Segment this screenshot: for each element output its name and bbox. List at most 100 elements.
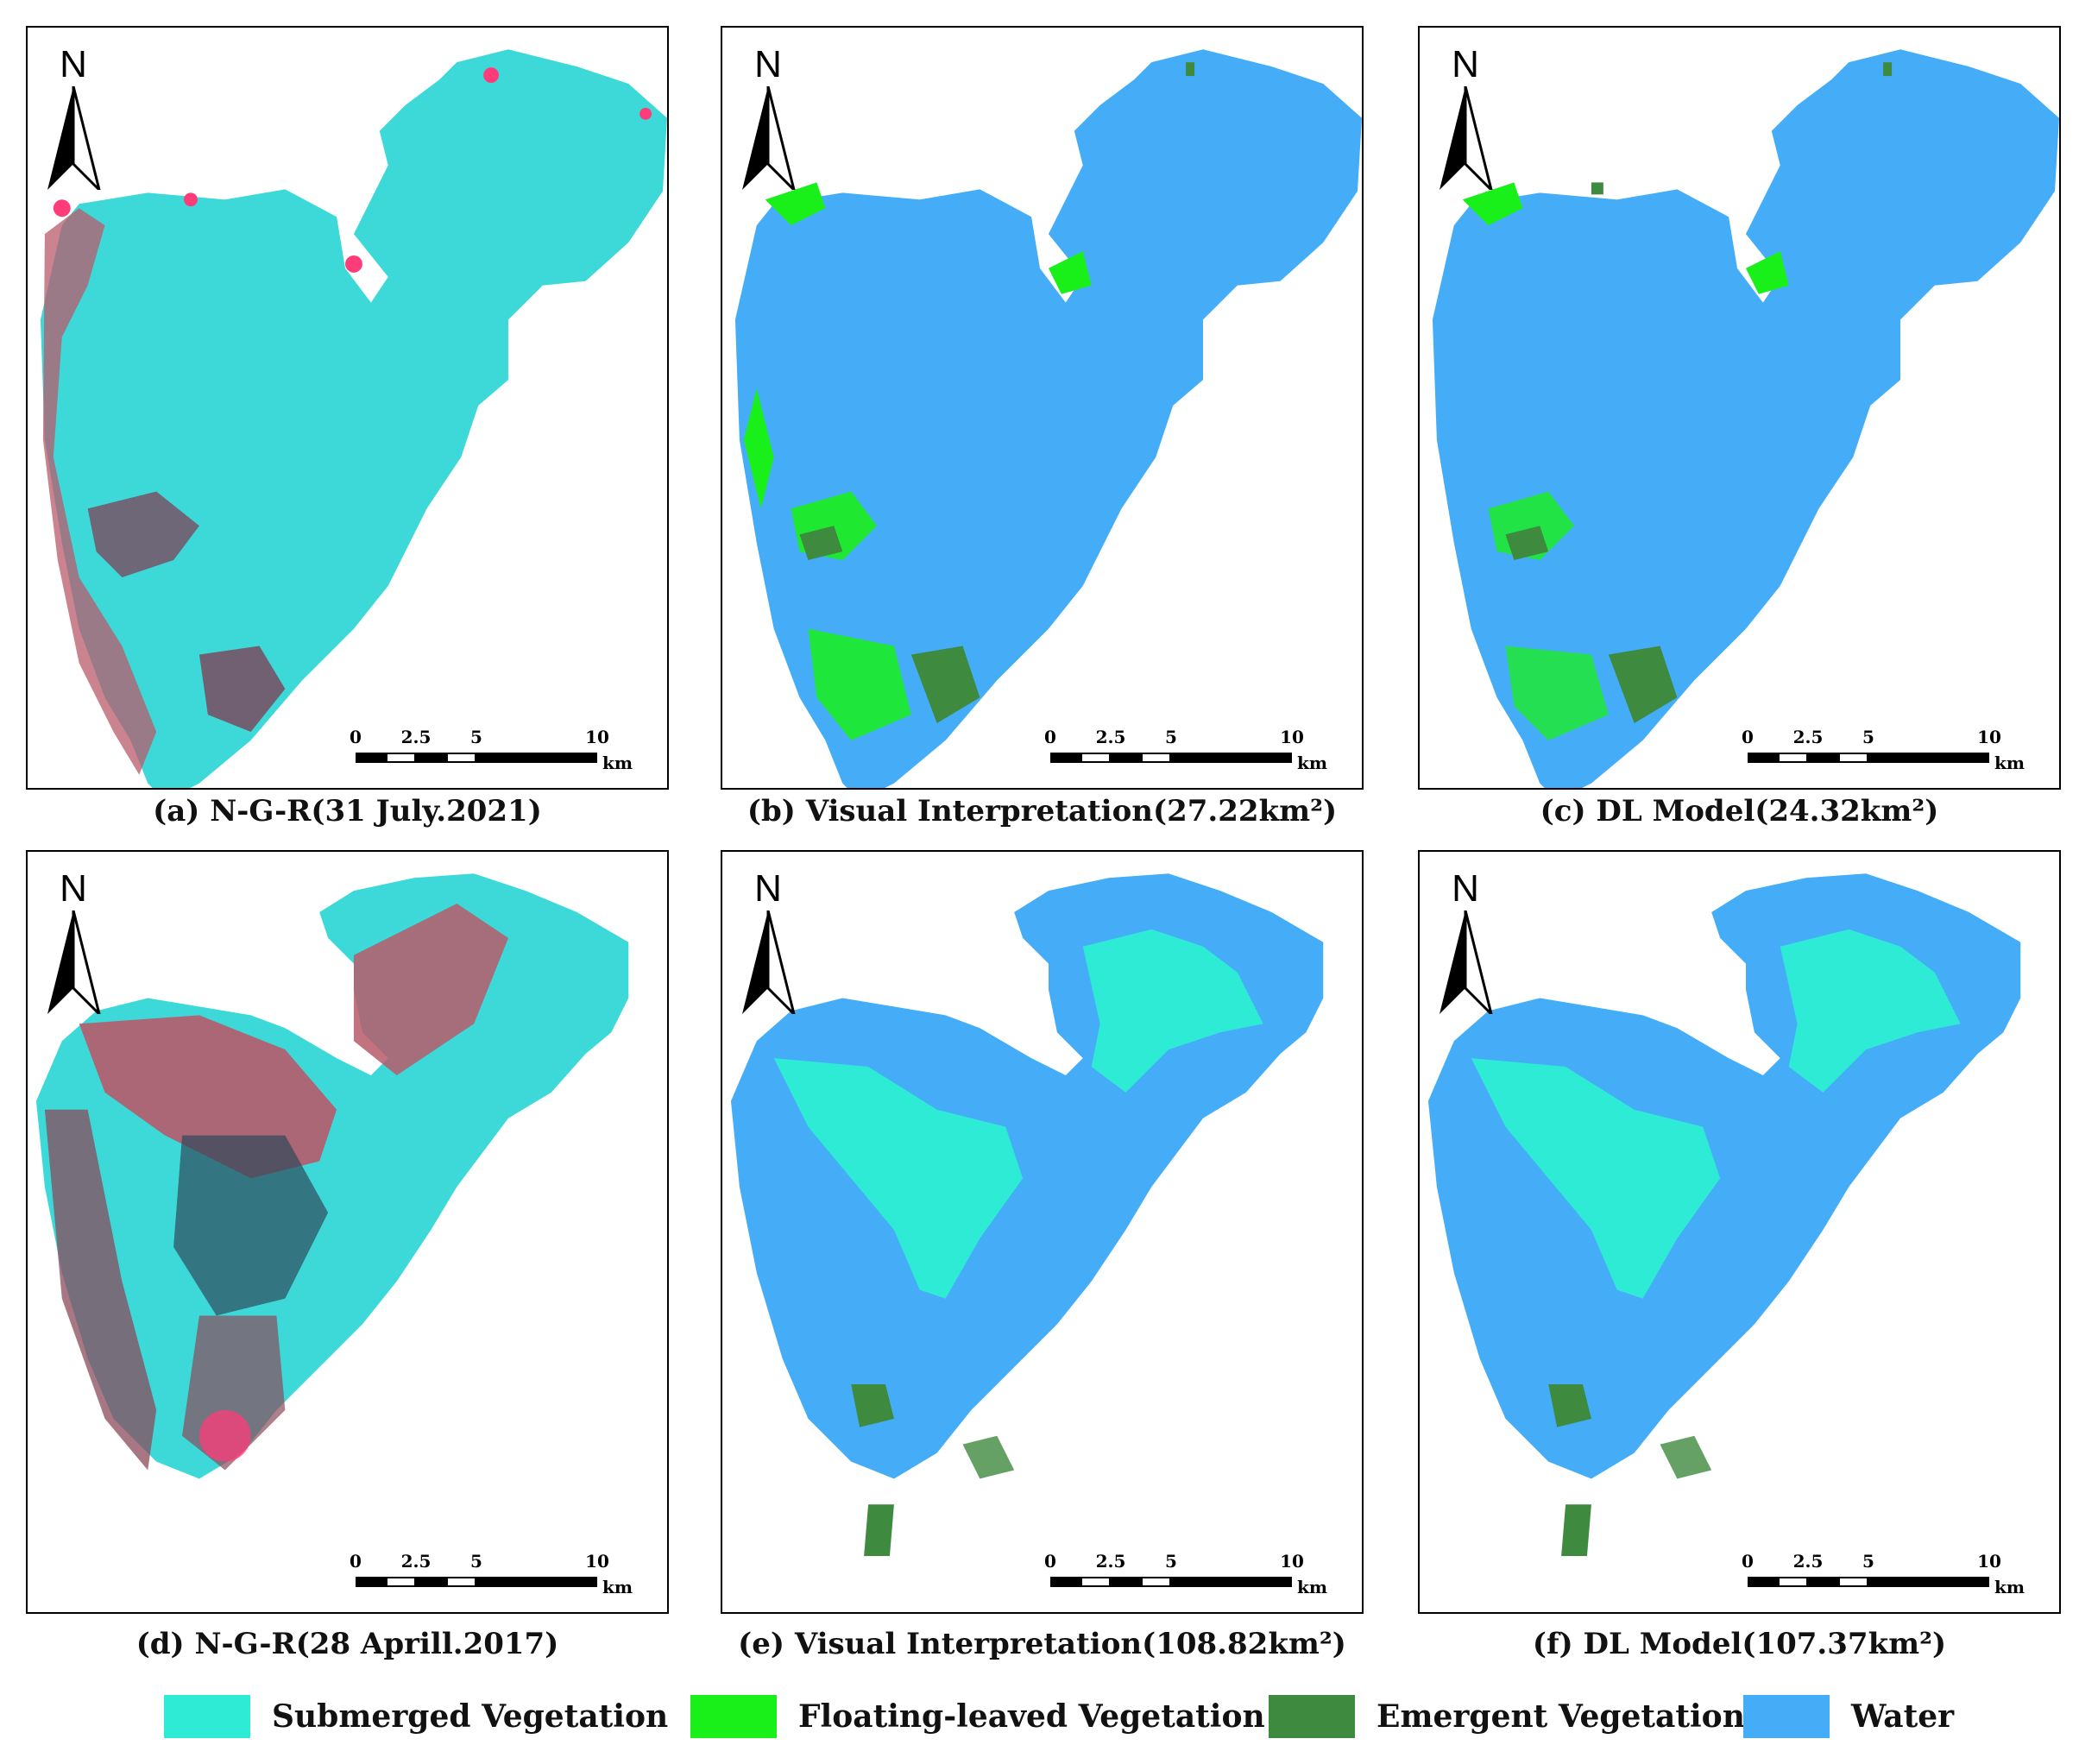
scale-tick-label: 2.5 [1095, 1551, 1126, 1572]
scale-tick-label: 2.5 [400, 1551, 432, 1572]
north-label: N [754, 43, 782, 85]
caption-b: (b) Visual Interpretation(27.22km²) [747, 794, 1338, 828]
scale-segment [1808, 1577, 1838, 1587]
classification-map-2017-dl [1427, 873, 2021, 1556]
scale-tick-label: 10 [1977, 1551, 2001, 1572]
scale-tick-label: 5 [1862, 1551, 1874, 1572]
scale-segment [356, 1577, 386, 1587]
scale-tick-label: 5 [1165, 727, 1177, 747]
scale-tick-label: 10 [585, 727, 609, 747]
scale-tick-label: 5 [1862, 727, 1874, 747]
map-panel-b: N 0 2.5 5 10 km [721, 26, 1364, 790]
scale-segment [1778, 753, 1808, 763]
scale-tick-label: 2.5 [1792, 727, 1824, 747]
scale-segment [1868, 753, 1989, 763]
scale-tick-label: 0 [1742, 1551, 1754, 1572]
north-arrow-icon [47, 910, 101, 1014]
scale-bar: 0 2.5 5 10 km [1742, 727, 2050, 778]
scale-segment [446, 753, 476, 763]
scale-segment [1141, 753, 1171, 763]
scale-bar: 0 2.5 5 10 km [350, 1551, 658, 1603]
scale-tick-label: 2.5 [1792, 1551, 1824, 1572]
scale-segment [1141, 1577, 1171, 1587]
scale-tick-label: 0 [1044, 727, 1056, 747]
water-area [730, 873, 1324, 1479]
scale-tick-label: 10 [1280, 1551, 1304, 1572]
scale-segment [1778, 1577, 1808, 1587]
scale-bar: 0 2.5 5 10 km [350, 727, 658, 778]
scale-segment [1748, 753, 1778, 763]
scale-segment [1748, 1577, 1778, 1587]
scale-unit: km [1297, 1577, 1328, 1597]
map-panel-e: N 0 2.5 5 10 km [721, 850, 1364, 1614]
north-arrow-icon [1440, 910, 1493, 1014]
north-arrow-icon [742, 910, 796, 1014]
scale-tick-label: 2.5 [1095, 727, 1126, 747]
scale-segment [1080, 753, 1111, 763]
caption-c: (c) DL Model(24.32km²) [1540, 794, 1939, 828]
scale-segment [416, 753, 446, 763]
scale-bar: 0 2.5 5 10 km [1044, 727, 1352, 778]
scale-segment [476, 753, 597, 763]
classification-map-2017-visual [730, 873, 1324, 1556]
legend-label-emergent: Emergent Vegetation [1377, 1698, 1745, 1735]
north-label: N [60, 43, 87, 85]
scale-tick-label: 0 [350, 1551, 362, 1572]
scale-segment [1050, 753, 1080, 763]
scale-segment [1111, 1577, 1141, 1587]
caption-f: (f) DL Model(107.37km²) [1532, 1627, 1947, 1661]
legend-swatch-emergent [1269, 1695, 1355, 1738]
ngr-image-2021 [40, 49, 667, 788]
scale-tick-label: 0 [350, 727, 362, 747]
caption-e: (e) Visual Interpretation(108.82km²) [738, 1627, 1346, 1661]
legend-label-floating: Floating-leaved Vegetation [798, 1698, 1265, 1735]
scale-segment [1050, 1577, 1080, 1587]
legend-swatch-submerged [164, 1695, 250, 1738]
scale-tick-label: 10 [1280, 727, 1304, 747]
scale-unit: km [1297, 753, 1328, 773]
caption-d: (d) N-G-R(28 Aprill.2017) [135, 1627, 559, 1661]
north-arrow: N [738, 867, 798, 1014]
scale-tick-label: 2.5 [400, 727, 432, 747]
north-arrow: N [43, 43, 104, 190]
scale-segment [1868, 1577, 1989, 1587]
scale-tick-label: 10 [585, 1551, 609, 1572]
scale-segment [416, 1577, 446, 1587]
legend-label-submerged: Submerged Vegetation [272, 1698, 669, 1735]
scale-segment [446, 1577, 476, 1587]
scale-segment [356, 753, 386, 763]
legend-label-water: Water [1851, 1698, 1955, 1735]
scale-segment [1171, 1577, 1292, 1587]
north-arrow: N [1435, 43, 1496, 190]
map-panel-f: N 0 2.5 5 10 km [1418, 850, 2061, 1614]
classification-map-2021-visual [734, 49, 1362, 788]
caption-a: (a) N-G-R(31 July.2021) [153, 794, 542, 828]
ngr-image-2017 [35, 873, 629, 1479]
scale-segment [386, 1577, 416, 1587]
scale-tick-label: 5 [470, 1551, 482, 1572]
north-arrow: N [43, 867, 104, 1014]
scale-tick-label: 10 [1977, 727, 2001, 747]
north-arrow-icon [47, 86, 101, 190]
scale-segment [386, 753, 416, 763]
north-label: N [1452, 43, 1479, 85]
north-arrow: N [1435, 867, 1496, 1014]
map-panel-a: N 0 2.5 5 10 km [26, 26, 669, 790]
scale-bar: 0 2.5 5 10 km [1044, 1551, 1352, 1603]
scale-unit: km [602, 753, 633, 773]
scale-unit: km [602, 1577, 633, 1597]
water-area [1427, 873, 2021, 1479]
scale-segment [476, 1577, 597, 1587]
scale-segment [1838, 1577, 1868, 1587]
legend-swatch-floating [690, 1695, 777, 1738]
scale-segment [1808, 753, 1838, 763]
scale-tick-label: 5 [1165, 1551, 1177, 1572]
scale-tick-label: 0 [1044, 1551, 1056, 1572]
scale-segment [1171, 753, 1292, 763]
scale-segment [1111, 753, 1141, 763]
map-panel-d: N 0 2.5 5 10 km [26, 850, 669, 1614]
north-arrow: N [738, 43, 798, 190]
map-panel-c: N 0 2.5 5 10 km [1418, 26, 2061, 790]
scale-segment [1838, 753, 1868, 763]
north-label: N [754, 867, 782, 910]
